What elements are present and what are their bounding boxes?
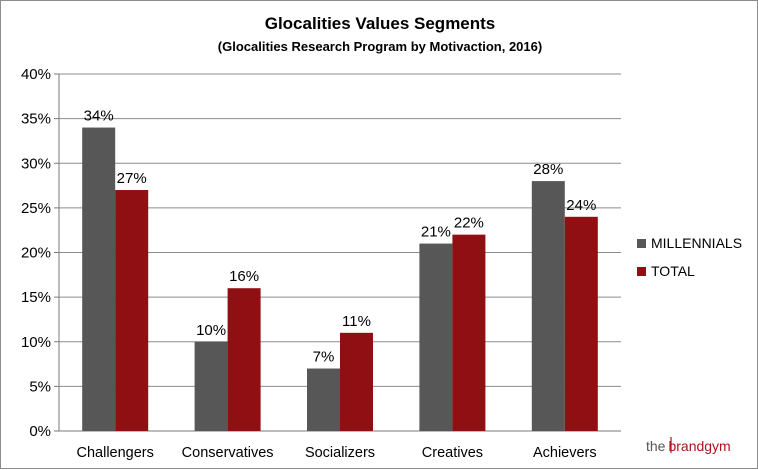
y-axis-ticks: 0% 5% 10% 15% 20% 25% 30% 35% 40%: [21, 66, 59, 440]
category-label: Socializers: [305, 445, 375, 461]
data-label: 11%: [342, 313, 371, 330]
bar-total: [564, 216, 598, 431]
chart-title: Glocalities Values Segments: [265, 14, 496, 33]
legend-swatch-millennials: [637, 239, 646, 248]
y-tick-label: 20%: [21, 245, 51, 262]
x-axis-categories: Challengers Conservatives Socializers Creat…: [77, 445, 597, 461]
category-label: Creatives: [422, 445, 483, 461]
y-tick-label: 0%: [29, 423, 51, 440]
legend-label-millennials: MILLENNIALS: [651, 235, 742, 251]
category-label: Conservatives: [182, 445, 274, 461]
data-label: 7%: [313, 349, 335, 366]
legend: MILLENNIALS TOTAL: [637, 235, 742, 279]
data-label: 28%: [533, 161, 563, 178]
y-tick-label: 15%: [21, 289, 51, 306]
bar-millennials: [419, 243, 453, 431]
data-label: 10%: [196, 322, 226, 339]
legend-label-total: TOTAL: [651, 263, 695, 279]
bar-total: [452, 234, 486, 431]
logo-prefix: the: [646, 438, 666, 454]
logo-brand: brandgym: [668, 438, 730, 454]
gridlines: [58, 73, 621, 432]
y-tick-label: 5%: [29, 378, 51, 395]
bar-total: [227, 288, 261, 431]
y-tick-label: 10%: [21, 334, 51, 351]
data-labels: 34% 27% 10% 16% 7% 11% 21%22% 28% 24%: [84, 108, 597, 366]
bar-millennials: [531, 181, 565, 431]
bar-total: [340, 332, 373, 431]
data-label: 24%: [566, 197, 596, 214]
bar-total: [115, 190, 149, 431]
bar-millennials: [82, 127, 116, 432]
bar-millennials: [194, 341, 228, 431]
y-tick-label: 40%: [21, 66, 51, 83]
brandgym-logo: the brandgym: [646, 437, 731, 454]
brandgym-logo-text: the brandgym: [646, 438, 731, 454]
category-label: Challengers: [77, 445, 154, 461]
data-label: 22%: [454, 215, 484, 232]
data-label: 21%: [421, 224, 451, 241]
data-label: 27%: [117, 170, 147, 187]
y-tick-label: 25%: [21, 200, 51, 217]
category-label: Achievers: [533, 445, 597, 461]
y-tick-label: 30%: [21, 155, 51, 172]
chart-subtitle: (Glocalities Research Program by Motivac…: [218, 39, 542, 54]
legend-swatch-total: [637, 267, 646, 276]
bar-millennials: [307, 368, 340, 431]
bars: [82, 127, 598, 432]
y-tick-label: 35%: [21, 111, 51, 128]
data-label: 34%: [84, 108, 114, 125]
data-label: 16%: [229, 268, 259, 285]
